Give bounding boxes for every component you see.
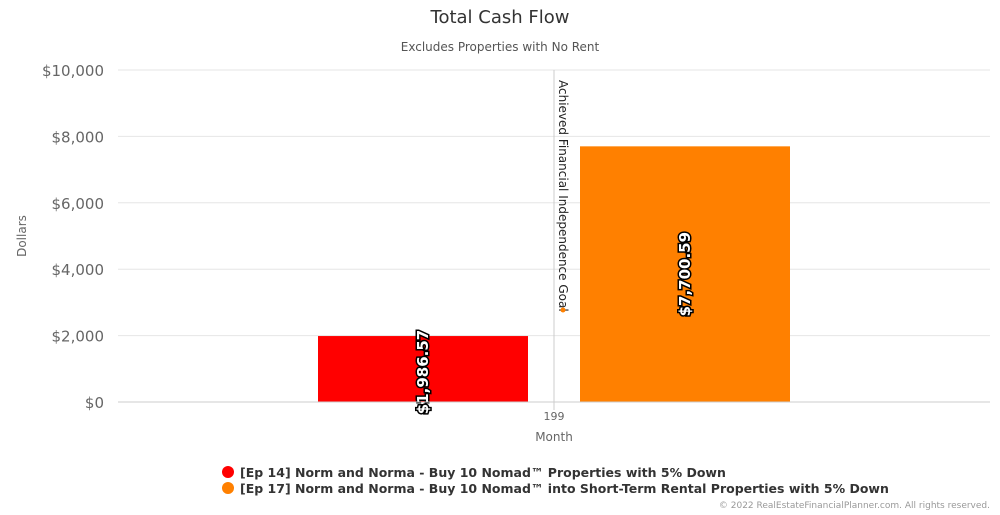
credits[interactable]: © 2022 RealEstateFinancialPlanner.com. A… (718, 501, 990, 511)
x-axis-title: Month (535, 430, 573, 444)
y-tick-label: $8,000 (52, 128, 105, 146)
legend-item-series-1[interactable]: [Ep 14] Norm and Norma - Buy 10 Nomad™ P… (222, 464, 889, 480)
legend-label-series-2: [Ep 17] Norm and Norma - Buy 10 Nomad™ i… (240, 480, 889, 496)
y-tick-label: $10,000 (42, 62, 104, 80)
y-tick-label: $4,000 (52, 261, 105, 279)
data-label-series-1: $1,986.57 (414, 330, 432, 414)
legend-item-series-2[interactable]: [Ep 17] Norm and Norma - Buy 10 Nomad™ i… (222, 480, 889, 496)
annotation-marker (560, 307, 566, 313)
x-tick-label: 199 (544, 410, 565, 423)
y-tick-label: $6,000 (52, 195, 105, 213)
legend-marker-series-1 (222, 466, 234, 478)
y-tick-label: $0 (85, 394, 104, 412)
legend: [Ep 14] Norm and Norma - Buy 10 Nomad™ P… (222, 464, 889, 496)
bars: $1,986.57 $7,700.59 (318, 146, 790, 416)
bar-series-2[interactable] (580, 146, 790, 402)
x-axis: 199 Month (118, 401, 990, 444)
y-tick-label: $2,000 (52, 328, 105, 346)
chart-subtitle: Excludes Properties with No Rent (400, 40, 600, 54)
data-label-series-2: $7,700.59 (676, 232, 694, 316)
annotation-label: Achieved Financial Independence Goal (556, 80, 570, 312)
bar-series-1[interactable] (318, 336, 528, 402)
chart-title: Total Cash Flow (430, 7, 570, 28)
legend-marker-series-2 (222, 482, 234, 494)
annotation: Achieved Financial Independence Goal (553, 70, 570, 402)
legend-label-series-1: [Ep 14] Norm and Norma - Buy 10 Nomad™ P… (240, 464, 726, 480)
y-axis-title: Dollars (15, 215, 29, 257)
y-axis: $0 $2,000 $4,000 $6,000 $8,000 $10,000 Dollars (15, 62, 104, 412)
